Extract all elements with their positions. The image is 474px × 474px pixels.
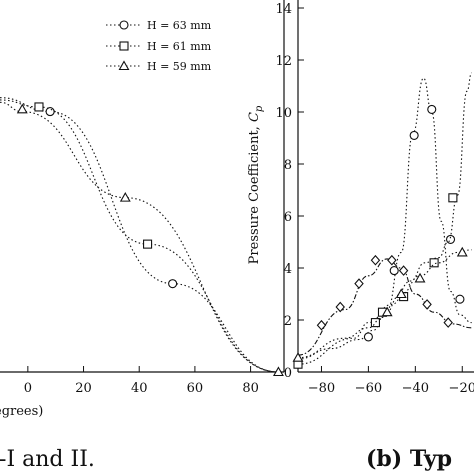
left-x-tick-label: 80	[242, 381, 259, 396]
legend-square-marker	[119, 41, 129, 51]
right-triangle-marker	[381, 306, 393, 317]
right-y-ticks: 0 2 4 6 8 10 12 14	[275, 2, 304, 381]
left-series-line-circle	[0, 97, 279, 373]
right-diamond-marker	[387, 254, 397, 266]
right-diamond-marker	[398, 265, 409, 276]
legend: H = 63 mm H = 61 mm H = 59 mm	[100, 10, 224, 74]
right-square-marker	[429, 258, 439, 268]
right-x-tick-label: −60	[355, 381, 382, 396]
right-y-tick-label: 14	[275, 2, 292, 17]
right-square-marker	[370, 318, 380, 328]
right-y-tick-label: 0	[284, 366, 292, 381]
legend-entry-3: H = 59 mm	[106, 60, 212, 73]
left-square-marker	[34, 102, 44, 112]
left-series-line-square	[0, 99, 279, 373]
right-series-group	[292, 72, 473, 369]
left-caption: e-I and II.	[0, 447, 95, 472]
left-circle-marker	[45, 107, 55, 117]
right-diamond-marker	[370, 254, 381, 266]
left-triangle-marker	[119, 192, 131, 202]
left-square-marker	[143, 239, 153, 249]
left-x-tick-label: 20	[75, 381, 92, 396]
left-series-line-triangle	[0, 101, 279, 373]
right-y-axis-label: Pressure Coefficient, Cp	[247, 105, 265, 264]
left-panel: 0 20 40 60 80 egrees) H = 63 mm H = 61 mm H …	[0, 0, 285, 472]
legend-entry-1: H = 63 mm	[106, 19, 212, 32]
right-y-tick-label: 12	[275, 54, 292, 69]
legend-circle-marker	[119, 20, 129, 30]
left-x-tick-label: 40	[131, 381, 148, 396]
right-y-tick-label: 8	[284, 158, 292, 173]
right-circle-marker	[389, 266, 399, 276]
right-y-tick-label: 4	[284, 262, 292, 277]
right-y-tick-label: 2	[284, 314, 292, 329]
right-diamond-marker	[354, 278, 364, 289]
right-triangle-marker	[292, 352, 304, 362]
right-circle-marker	[363, 332, 373, 342]
right-circle-marker	[409, 130, 419, 140]
right-series-line-triangle	[297, 249, 472, 359]
legend-triangle-marker	[118, 60, 130, 71]
right-x-tick-label: −80	[308, 381, 335, 396]
left-x-tick-label: 60	[187, 381, 204, 396]
right-series-line-circle	[297, 77, 472, 360]
right-triangle-marker	[395, 288, 407, 299]
right-y-tick-label: 10	[275, 106, 292, 121]
right-circle-marker	[455, 294, 465, 304]
legend-entry-2: H = 61 mm	[106, 40, 212, 53]
left-triangle-marker	[16, 103, 28, 114]
left-x-axis-label: egrees)	[0, 404, 43, 419]
right-x-tick-label: −40	[402, 381, 429, 396]
legend-label-3: H = 59 mm	[147, 60, 212, 73]
right-x-ticks: −80 −60 −40 −20	[308, 366, 474, 396]
legend-label-2: H = 61 mm	[147, 40, 212, 53]
left-x-tick-label: 0	[24, 381, 32, 396]
right-circle-marker	[445, 234, 456, 244]
right-y-tick-label: 6	[284, 210, 292, 225]
left-circle-marker	[168, 279, 178, 289]
right-square-marker	[448, 193, 458, 203]
right-caption: (b) Typ	[366, 446, 452, 472]
right-diamond-marker	[335, 301, 345, 313]
legend-label-1: H = 63 mm	[147, 19, 212, 32]
right-diamond-marker	[316, 319, 327, 331]
right-circle-marker	[427, 104, 437, 114]
right-panel: 0 2 4 6 8 10 12 14 −80 −60 −40 −20 Pressure Coeffi…	[247, 0, 474, 472]
left-series-group	[0, 97, 284, 377]
right-triangle-marker	[456, 246, 468, 257]
left-triangle-marker	[272, 366, 284, 377]
right-series-line-square	[297, 72, 473, 365]
right-diamond-marker	[443, 317, 453, 328]
right-diamond-marker	[422, 299, 432, 310]
right-x-tick-label: −20	[449, 381, 474, 396]
right-triangle-marker	[414, 272, 426, 283]
left-x-ticks: 0 20 40 60 80	[24, 366, 259, 396]
